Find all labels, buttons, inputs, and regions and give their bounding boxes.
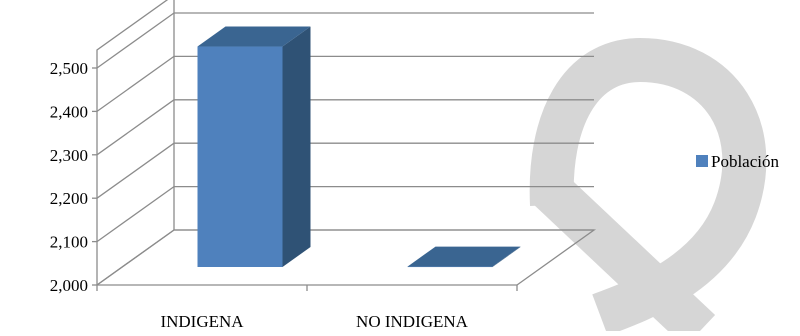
legend: Población [696,152,779,171]
bar-indigena [197,26,311,267]
legend-swatch [696,155,708,167]
legend-label: Población [711,152,779,171]
bar-top-face [197,26,311,47]
bar-top-face [407,246,521,267]
floor [96,229,597,286]
bar-side-face [492,246,521,267]
gridline [96,185,594,243]
bar-side-face [282,26,311,267]
y-tick-label: 2,000 [50,276,88,295]
gridline [96,55,594,112]
y-tick-label: 2,300 [50,146,88,165]
y-tick-label: 2,200 [50,189,88,208]
bar-front-face [407,266,493,268]
y-tick-label: 2,400 [50,102,88,121]
bar-no-indigena [407,246,521,268]
gridlines [96,12,594,286]
labels: 2,000 2,100 2,200 2,300 2,400 2,500 INDIGENA NO… [50,59,469,331]
gridline [96,99,594,156]
bar-front-face [197,46,283,267]
gridline [96,229,594,286]
gridline [96,142,594,199]
gridline [96,12,594,69]
watermark-shape [529,37,767,336]
y-tick-label: 2,500 [50,59,88,78]
chart-walls [96,0,597,286]
y-tick-label: 2,100 [50,233,88,252]
axes [92,67,518,291]
bars [197,26,521,268]
x-tick-label: NO INDIGENA [356,312,469,331]
side-wall [96,0,175,285]
x-tick-label: INDIGENA [160,312,244,331]
